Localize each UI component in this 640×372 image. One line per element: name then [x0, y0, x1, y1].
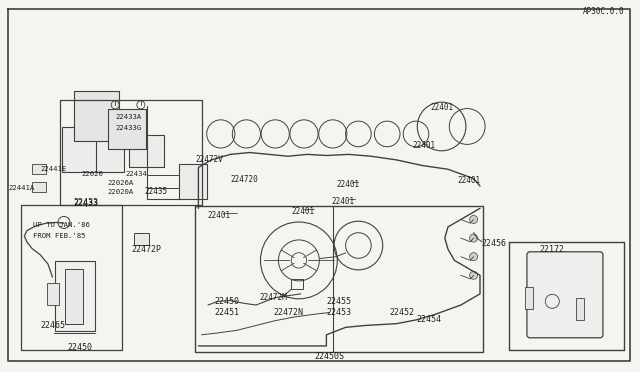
Text: 22456: 22456 — [482, 239, 507, 248]
Circle shape — [470, 234, 477, 242]
Bar — [47, 283, 59, 305]
Text: 22472M: 22472M — [259, 293, 287, 302]
Bar — [65, 269, 83, 324]
Bar — [576, 298, 584, 320]
Text: UP TO JAN.'86: UP TO JAN.'86 — [33, 222, 90, 228]
Bar — [55, 261, 95, 331]
Text: 22020: 22020 — [82, 171, 104, 177]
Text: 22433A: 22433A — [115, 114, 141, 120]
Text: 22401: 22401 — [291, 207, 314, 216]
Text: AP30C.0.0: AP30C.0.0 — [582, 7, 624, 16]
Text: 22441A: 22441A — [8, 185, 35, 191]
Text: 22401: 22401 — [337, 180, 360, 189]
Text: 22441E: 22441E — [40, 166, 67, 172]
Text: 22454: 22454 — [417, 315, 442, 324]
Bar — [134, 233, 149, 245]
Bar — [291, 279, 303, 289]
Bar — [129, 135, 164, 167]
Text: 22026A: 22026A — [108, 180, 134, 186]
Bar — [32, 164, 46, 174]
Text: 22465: 22465 — [40, 321, 65, 330]
Bar — [96, 127, 124, 172]
Bar — [62, 127, 100, 172]
Text: 22472P: 22472P — [131, 246, 161, 254]
Text: FROM FEB.'85: FROM FEB.'85 — [33, 233, 86, 239]
Text: 22401: 22401 — [207, 211, 230, 219]
Text: 22455: 22455 — [326, 297, 351, 306]
Bar — [525, 287, 532, 309]
Text: 224720: 224720 — [230, 175, 258, 184]
Circle shape — [470, 215, 477, 224]
Bar — [179, 164, 207, 199]
Text: 22450S: 22450S — [315, 352, 344, 361]
Text: 22433G: 22433G — [115, 125, 141, 131]
Bar — [32, 182, 46, 192]
Text: 22450: 22450 — [67, 343, 93, 352]
Text: 22472V: 22472V — [195, 155, 223, 164]
Text: 22453: 22453 — [326, 308, 351, 317]
Text: 22472N: 22472N — [274, 308, 304, 317]
Bar — [108, 109, 145, 149]
Text: 22452: 22452 — [389, 308, 414, 317]
Text: 22433: 22433 — [74, 198, 99, 207]
Text: 22401: 22401 — [430, 103, 453, 112]
Circle shape — [470, 253, 477, 261]
Text: 22401: 22401 — [413, 141, 436, 150]
Circle shape — [470, 271, 477, 279]
Text: 22450: 22450 — [214, 297, 239, 306]
Bar — [74, 92, 118, 141]
Text: 22020A: 22020A — [108, 189, 134, 195]
Text: 22435: 22435 — [144, 187, 167, 196]
Text: 22433: 22433 — [74, 199, 99, 208]
Text: 22172: 22172 — [539, 245, 564, 254]
Text: 22401: 22401 — [458, 176, 481, 185]
Text: 22451: 22451 — [214, 308, 239, 317]
FancyBboxPatch shape — [527, 252, 603, 338]
Text: 22434: 22434 — [125, 171, 147, 177]
Text: 22401: 22401 — [332, 197, 355, 206]
